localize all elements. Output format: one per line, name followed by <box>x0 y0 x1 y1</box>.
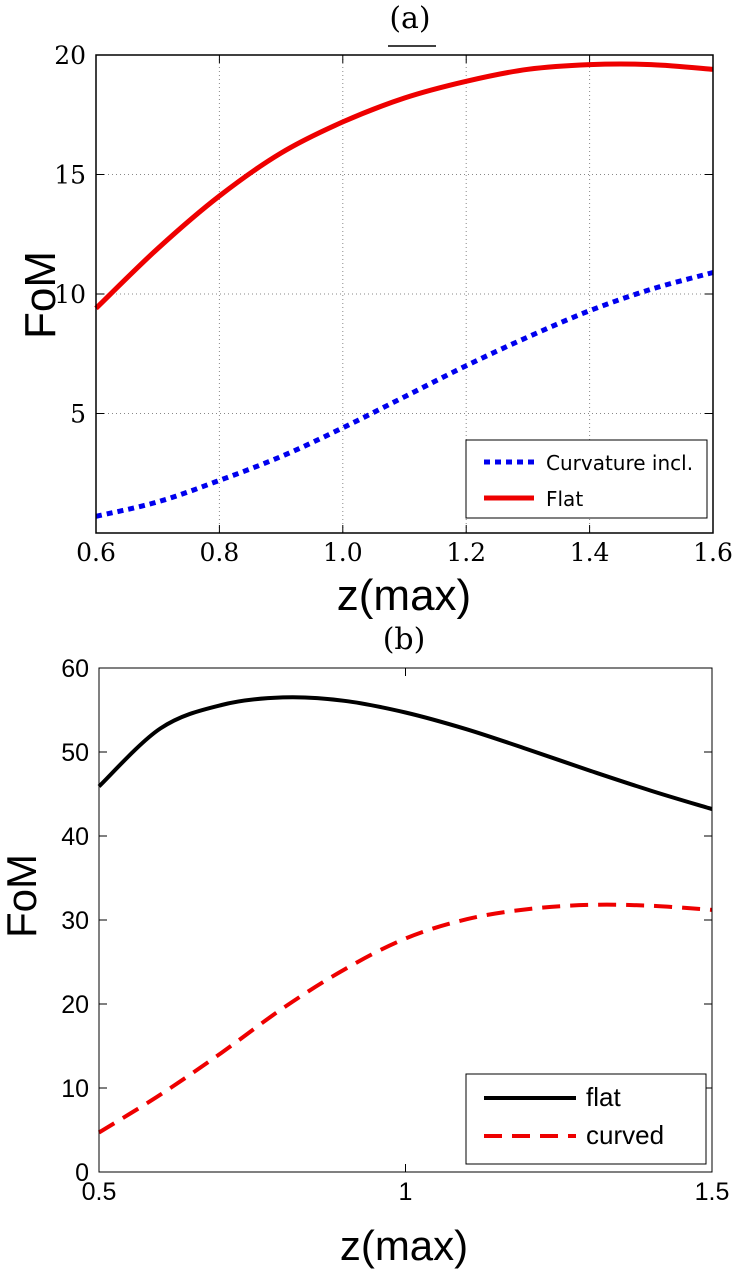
panel-a-ticks: 0.6 0.8 1.0 1.2 1.4 1.6 5 10 15 20 <box>54 41 733 567</box>
panel-b-y-tick-label: 60 <box>61 655 89 683</box>
panel-b-y-tick-label: 30 <box>61 907 89 935</box>
panel-a-y-tick-label: 15 <box>54 161 86 190</box>
legend-label-flat: Flat <box>546 487 583 511</box>
legend-label-curved: curved <box>586 1120 664 1150</box>
panel-a-x-tick-label: 1.2 <box>446 538 486 567</box>
panel-a-legend: Curvature incl. Flat <box>465 439 708 519</box>
panel-a-y-tick-label: 10 <box>54 280 86 309</box>
panel-a-x-tick-label: 1.0 <box>323 538 363 567</box>
panel-a-series-flat <box>94 61 714 311</box>
panel-b-y-tick-label: 50 <box>61 739 89 767</box>
panel-b-x-axis-label: z(max) <box>340 1222 468 1269</box>
panel-b-label: (b) <box>383 622 426 657</box>
panel-a: (a) 0.6 0.8 1.0 1.2 1.4 1.6 5 10 15 20 FoM z(max)… <box>16 1 733 620</box>
panel-b-y-axis-label: FoM <box>0 854 45 938</box>
panel-b-series-curved <box>97 902 713 1135</box>
panel-a-y-tick-label: 20 <box>54 41 86 70</box>
panel-a-series <box>94 61 714 519</box>
panel-b-legend: flat curved <box>465 1073 707 1165</box>
panel-a-series-curvature-incl <box>95 270 714 519</box>
panel-b-x-tick-label: 1.5 <box>695 1178 730 1206</box>
panel-b-y-tick-label: 40 <box>61 823 89 851</box>
panel-b-x-tick-label: 1 <box>399 1178 413 1206</box>
panel-a-x-tick-label: 1.6 <box>693 538 733 567</box>
panel-b-ticks: 0.5 1 1.5 0 10 20 30 40 50 60 <box>61 655 729 1206</box>
legend-label-flat-b: flat <box>586 1082 621 1112</box>
panel-a-y-axis-label: FoM <box>16 251 65 339</box>
panel-a-x-tick-label: 0.8 <box>200 538 240 567</box>
panel-a-label: (a) <box>389 1 430 36</box>
panel-b-y-tick-label: 10 <box>61 1075 89 1103</box>
panel-b-legend-box <box>465 1073 707 1165</box>
panel-a-x-tick-label: 0.6 <box>76 538 116 567</box>
legend-label-curvature: Curvature incl. <box>546 451 693 475</box>
panel-b-y-tick-label: 0 <box>75 1159 89 1187</box>
panel-b-x-tick-label: 0.5 <box>82 1178 117 1206</box>
panel-b-series-flat <box>97 695 713 812</box>
panel-a-y-tick-label: 5 <box>70 400 86 429</box>
panel-b-y-tick-label: 20 <box>61 991 89 1019</box>
panel-b: (b) 0.5 1 1.5 0 10 20 30 40 50 60 FoM z(max) flat… <box>0 622 729 1269</box>
panel-a-x-tick-label: 1.4 <box>570 538 610 567</box>
panel-a-x-axis-label: z(max) <box>337 571 471 620</box>
panel-a-plot-frame <box>95 54 714 534</box>
panel-b-series <box>97 695 713 1135</box>
panel-a-legend-box <box>465 439 708 519</box>
panel-b-plot-frame <box>98 667 713 1173</box>
